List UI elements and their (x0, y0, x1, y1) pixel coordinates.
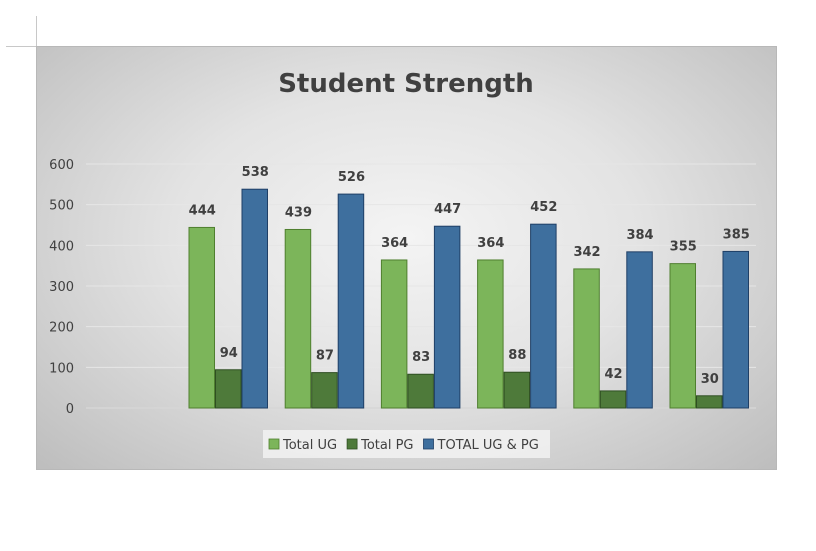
y-tick-label: 400 (49, 239, 74, 254)
legend-box (263, 430, 550, 458)
bars (188, 188, 749, 409)
bar (188, 226, 215, 409)
bar (669, 263, 696, 409)
data-label: 83 (412, 350, 430, 365)
bar (241, 188, 268, 409)
legend-label: TOTAL UG & PG (437, 438, 539, 453)
data-label: 364 (381, 236, 408, 251)
bar (573, 268, 600, 409)
legend-swatch (423, 438, 434, 450)
bar (311, 372, 338, 409)
data-label: 87 (316, 349, 334, 364)
data-label: 342 (573, 245, 600, 260)
bar (503, 371, 531, 409)
data-label: 447 (434, 202, 461, 217)
bar (599, 390, 627, 409)
chart-title: Student Strength (278, 69, 534, 99)
y-axis: 0 100 200 300 400 500 600 (49, 158, 74, 417)
bar (530, 223, 557, 409)
legend-label: Total UG (282, 438, 337, 453)
data-labels: 444 94 538 439 87 526 364 83 447 364 88 452 342 42 384… (189, 165, 750, 387)
data-label: 385 (723, 227, 750, 242)
y-tick-label: 0 (66, 402, 74, 417)
page-corner-mark-vertical (36, 16, 37, 46)
bar (407, 373, 434, 409)
legend: Total UG Total PG TOTAL UG & PG (263, 430, 550, 458)
y-tick-label: 300 (49, 280, 74, 295)
data-label: 30 (701, 372, 719, 387)
bar (380, 259, 408, 409)
data-label: 538 (242, 165, 269, 180)
data-label: 364 (477, 236, 504, 251)
bar (284, 228, 312, 409)
bar (337, 193, 365, 409)
y-tick-label: 100 (49, 361, 74, 376)
y-tick-label: 500 (49, 199, 74, 214)
data-label: 444 (189, 203, 216, 218)
y-tick-label: 600 (49, 158, 74, 173)
data-label: 452 (530, 200, 557, 215)
data-label: 384 (626, 228, 653, 243)
y-tick-label: 200 (49, 321, 74, 336)
data-label: 88 (508, 348, 526, 363)
bar (696, 395, 723, 409)
legend-label: Total PG (360, 438, 413, 453)
bar (433, 225, 461, 409)
page-corner-mark-horizontal (6, 46, 36, 47)
data-label: 439 (285, 205, 312, 220)
gridlines (86, 163, 756, 409)
bar (722, 250, 749, 409)
bar (626, 251, 653, 409)
bar (477, 259, 504, 409)
data-label: 355 (670, 240, 697, 255)
legend-swatch (268, 438, 280, 450)
bar (215, 369, 242, 409)
legend-swatch (346, 438, 358, 450)
data-label: 94 (220, 346, 238, 361)
data-label: 526 (338, 170, 365, 185)
data-label: 42 (605, 367, 623, 382)
